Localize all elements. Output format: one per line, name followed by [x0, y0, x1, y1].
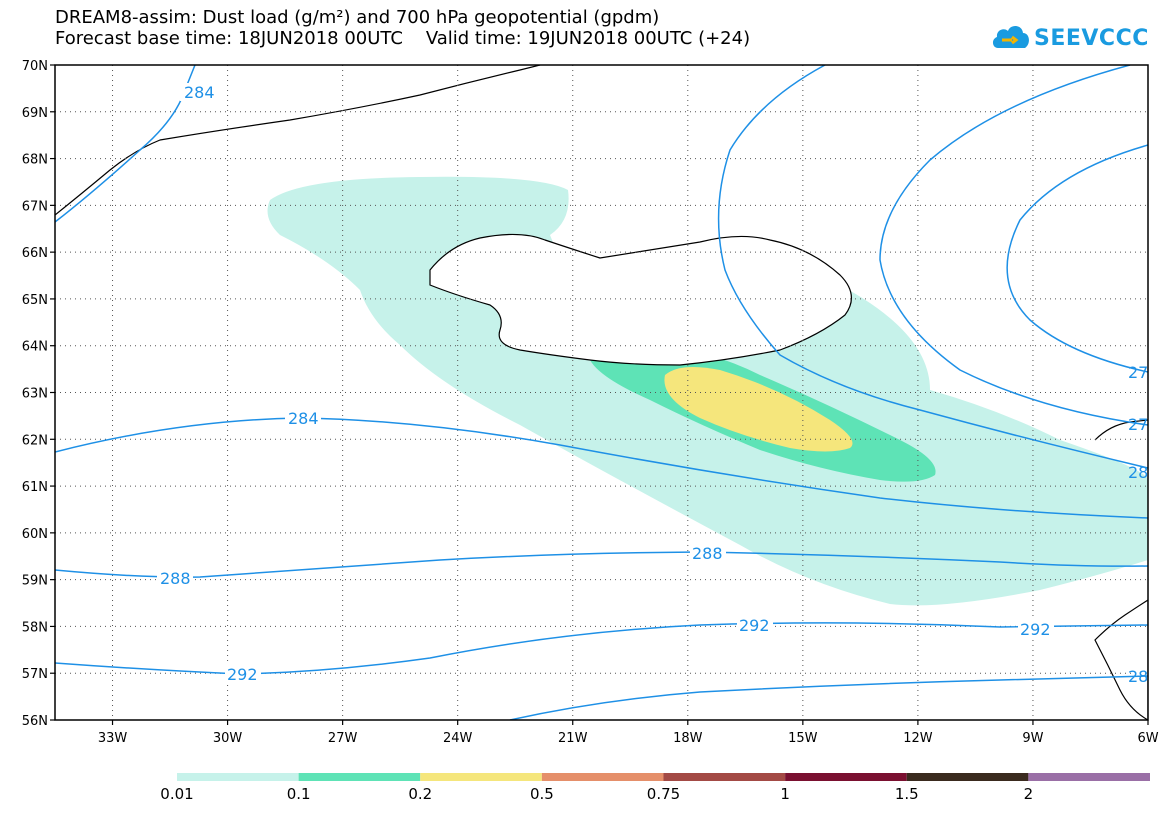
lat-tick-label: 63N [22, 387, 48, 402]
iceland-land [429, 233, 852, 366]
colorbar-label: 1 [780, 785, 790, 803]
contour-label: 28 [1128, 667, 1148, 686]
lat-tick-label: 70N [22, 59, 48, 74]
greenland-coast [55, 65, 541, 216]
lon-tick-label: 21W [558, 731, 588, 746]
lat-tick-label: 58N [22, 620, 48, 635]
contour-label: 27 [1128, 415, 1148, 434]
logo-text: SEEVCCC [1034, 26, 1149, 51]
colorbar-segment [420, 773, 542, 781]
lon-tick-label: 9W [1022, 731, 1043, 746]
lat-tick-label: 68N [22, 153, 48, 168]
lat-tick-label: 61N [22, 480, 48, 495]
lon-tick-label: 24W [443, 731, 473, 746]
contour-label: 292 [739, 616, 770, 635]
lat-tick-label: 66N [22, 246, 48, 261]
contour-label: 292 [1020, 620, 1051, 639]
lon-tick-label: 30W [213, 731, 243, 746]
contour-292-a [55, 622, 1148, 675]
contour-292-b [509, 675, 1148, 720]
contour-label: 288 [692, 544, 723, 563]
colorbar-label: 0.75 [646, 785, 681, 803]
contour-east-2 [879, 65, 1148, 426]
colorbar-segment [177, 773, 299, 781]
colorbar-label: 0.2 [408, 785, 433, 803]
contour-labels: 284 284 288 288 292 292 292 27 27 28 28 [157, 83, 1148, 686]
colorbar-segment [906, 773, 1029, 781]
contour-284-south [55, 417, 1148, 519]
colorbar-segment [298, 773, 421, 781]
contour-east-3 [1006, 144, 1148, 373]
seevccc-logo: SEEVCCC [990, 20, 1148, 56]
colorbar-segment [663, 773, 786, 781]
colorbar-segment [541, 773, 664, 781]
colorbar-label: 2 [1023, 785, 1034, 803]
lat-tick-label: 65N [22, 293, 48, 308]
graticule [55, 65, 1148, 720]
lon-tick-label: 15W [788, 731, 818, 746]
lat-tick-label: 64N [22, 340, 48, 355]
axis-ticks [50, 64, 1149, 725]
contour-label: 284 [184, 83, 215, 102]
dust-area-0.2 [664, 366, 853, 452]
colorbar-label: 0.1 [286, 785, 311, 803]
contour-label: 284 [288, 409, 319, 428]
lat-tick-label: 62N [22, 433, 48, 448]
contour-label: 288 [160, 569, 191, 588]
map-title: DREAM8-assim: Dust load (g/m²) and 700 h… [55, 7, 660, 28]
cloud-icon [992, 25, 1029, 48]
lat-tick-label: 60N [22, 527, 48, 542]
colorbar [177, 773, 1150, 781]
colorbar-label: 0.01 [160, 785, 194, 803]
contour-288 [55, 551, 1148, 578]
lat-tick-label: 57N [22, 667, 48, 682]
axis-labels: 70N 69N 68N 67N 66N 65N 64N 63N 62N 61N 60N 59N 58N 5… [22, 59, 1159, 746]
contour-east-1 [717, 65, 1148, 469]
lon-tick-label: 6W [1137, 731, 1158, 746]
colorbar-label: 1.5 [894, 785, 919, 803]
contour-label: 292 [227, 665, 258, 684]
lon-tick-label: 33W [98, 731, 128, 746]
colorbar-segment [1028, 773, 1150, 781]
contour-label: 28 [1128, 463, 1148, 482]
lat-tick-label: 69N [22, 106, 48, 121]
scotland-coast [1094, 599, 1148, 720]
colorbar-label: 0.5 [529, 785, 554, 803]
contour-label: 27 [1128, 363, 1148, 382]
lon-tick-label: 18W [673, 731, 703, 746]
lat-tick-label: 67N [22, 199, 48, 214]
colorbar-segment [785, 773, 907, 781]
lat-tick-label: 59N [22, 574, 48, 589]
lon-tick-label: 27W [328, 731, 358, 746]
map-subtitle: Forecast base time: 18JUN2018 00UTC Vali… [55, 28, 751, 49]
contour-284-nw [55, 65, 196, 223]
lon-tick-label: 12W [903, 731, 933, 746]
geopotential-contours [55, 65, 1148, 720]
lat-tick-label: 56N [22, 714, 48, 729]
